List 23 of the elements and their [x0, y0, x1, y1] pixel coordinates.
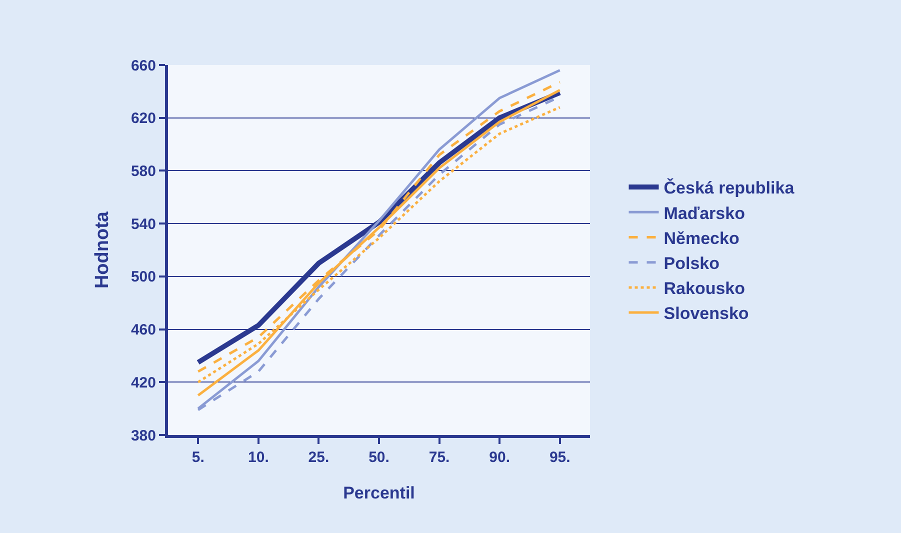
x-tick-label: 50. [368, 449, 390, 466]
y-tick-label: 460 [130, 322, 156, 339]
x-tick-label: 95. [549, 449, 570, 466]
x-tick-label: 25. [308, 449, 330, 466]
x-axis-title: Percentil [343, 483, 415, 502]
y-tick-label: 580 [130, 162, 156, 180]
x-tick-label: 10. [248, 449, 269, 466]
y-axis-title: Hodnota [92, 211, 113, 289]
legend-label: Maďarsko [664, 204, 745, 223]
x-tick-label: 75. [428, 449, 450, 466]
y-tick-label: 540 [130, 216, 156, 233]
y-tick-label: 660 [130, 57, 156, 74]
legend-label: Česká republika [664, 178, 795, 198]
legend-label: Rakousko [664, 279, 746, 298]
legend-label: Německo [664, 228, 740, 248]
x-tick-label: 90. [489, 449, 510, 466]
legend-label: Polsko [664, 254, 720, 273]
y-tick-label: 620 [130, 110, 156, 128]
y-tick-label: 500 [130, 268, 156, 286]
y-tick-label: 420 [130, 374, 156, 392]
y-tick-label: 380 [130, 427, 156, 444]
x-tick-label: 5. [192, 449, 204, 466]
legend-label: Slovensko [664, 304, 749, 324]
